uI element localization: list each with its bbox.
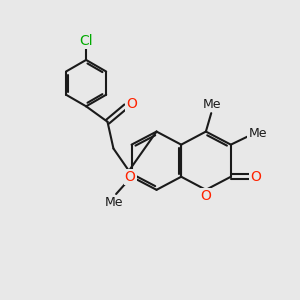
Text: O: O xyxy=(126,97,137,111)
Text: Cl: Cl xyxy=(79,34,93,48)
Text: Me: Me xyxy=(248,127,267,140)
Text: Me: Me xyxy=(104,196,123,209)
Text: Me: Me xyxy=(203,98,221,111)
Text: O: O xyxy=(124,170,136,184)
Text: O: O xyxy=(200,189,211,203)
Text: O: O xyxy=(250,170,261,184)
